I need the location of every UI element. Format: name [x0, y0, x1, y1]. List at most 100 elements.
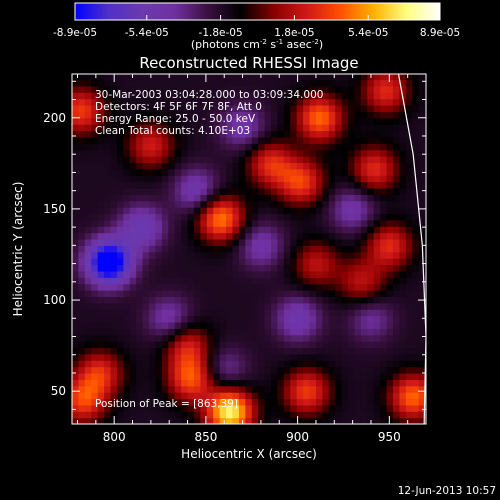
heatmap-cell [328, 398, 336, 406]
x-tick-label: 950 [378, 430, 401, 444]
heatmap-cell [232, 79, 240, 87]
heatmap-cell [328, 360, 336, 368]
heatmap-cell [72, 379, 80, 387]
heatmap-cell [136, 194, 144, 202]
heatmap-cell [181, 302, 189, 310]
heatmap-cell [206, 392, 214, 400]
heatmap-cell [341, 124, 349, 132]
heatmap-cell [206, 366, 214, 374]
heatmap-cell [91, 417, 99, 424]
heatmap-cell [399, 315, 407, 323]
heatmap-cell [161, 226, 169, 234]
heatmap-cell [200, 181, 208, 189]
heatmap-cell [129, 111, 137, 119]
heatmap-cell [149, 341, 157, 349]
heatmap-cell [104, 328, 112, 336]
heatmap-cell [341, 258, 349, 266]
heatmap-cell [174, 85, 182, 93]
heatmap-cell [155, 207, 163, 215]
heatmap-cell [258, 130, 266, 138]
heatmap-cell [399, 334, 407, 342]
heatmap-cell [277, 207, 285, 215]
heatmap-cell [322, 334, 330, 342]
heatmap-cell [110, 156, 118, 164]
heatmap-cell [193, 341, 201, 349]
heatmap-cell [187, 411, 195, 419]
heatmap-cell [309, 92, 317, 100]
heatmap-cell [245, 290, 253, 297]
heatmap-cell [219, 232, 227, 240]
heatmap-cell [392, 315, 401, 323]
heatmap-cell [290, 168, 298, 176]
heatmap-cell [193, 411, 201, 419]
heatmap-cell [174, 392, 182, 400]
heatmap-cell [258, 136, 266, 144]
heatmap-cell [187, 149, 195, 157]
heatmap-cell [181, 238, 189, 246]
heatmap-cell [84, 194, 92, 202]
heatmap-cell [354, 315, 362, 323]
heatmap-cell [97, 98, 105, 106]
heatmap-cell [110, 226, 118, 234]
heatmap-cell [181, 200, 189, 208]
heatmap-cell [348, 283, 356, 291]
heatmap-cell [136, 213, 144, 221]
heatmap-cell [206, 124, 214, 132]
heatmap-cell [142, 372, 150, 380]
heatmap-cell [335, 74, 343, 81]
heatmap-cell [72, 360, 80, 368]
heatmap-cell [380, 130, 388, 138]
heatmap-cell [373, 175, 381, 183]
heatmap-cell [226, 187, 234, 195]
heatmap-cell [348, 245, 356, 253]
heatmap-cell [149, 238, 157, 246]
heatmap-cell [155, 264, 163, 272]
heatmap-cell [315, 136, 323, 144]
heatmap-cell [168, 385, 176, 393]
heatmap-cell [72, 124, 80, 132]
heatmap-cell [155, 162, 163, 170]
heatmap-cell [283, 130, 291, 138]
heatmap-cell [392, 232, 401, 240]
heatmap-cell [309, 398, 317, 406]
heatmap-cell [399, 398, 407, 406]
heatmap-cell [283, 143, 291, 151]
heatmap-cell [348, 347, 356, 355]
heatmap-cell [322, 366, 330, 374]
heatmap-cell [341, 85, 349, 93]
heatmap-cell [258, 385, 266, 393]
heatmap-cell [296, 315, 304, 323]
heatmap-cell [290, 111, 298, 119]
heatmap-cell [219, 258, 227, 266]
heatmap-cell [142, 296, 150, 304]
heatmap-cell [367, 238, 375, 246]
heatmap-cell [309, 283, 317, 291]
heatmap-cell [322, 277, 330, 285]
heatmap-cell [258, 149, 266, 157]
heatmap-cell [418, 321, 426, 329]
heatmap-cell [392, 258, 401, 266]
heatmap-cell [309, 366, 317, 374]
heatmap-cell [405, 379, 413, 387]
heatmap-cell [283, 232, 291, 240]
heatmap-cell [91, 124, 99, 132]
heatmap-cell [149, 79, 157, 87]
heatmap-cell [72, 117, 80, 125]
heatmap-cell [348, 360, 356, 368]
heatmap-cell [348, 213, 356, 221]
heatmap-cell [193, 92, 201, 100]
heatmap-cell [271, 85, 279, 93]
heatmap-cell [251, 104, 259, 112]
heatmap-cell [348, 321, 356, 329]
heatmap-cell [181, 258, 189, 266]
heatmap-cell [97, 270, 105, 278]
heatmap-cell [116, 219, 124, 227]
heatmap-cell [412, 149, 420, 157]
heatmap-cell [386, 245, 394, 253]
heatmap-cell [72, 270, 80, 278]
heatmap-cell [264, 264, 272, 272]
heatmap-cell [136, 411, 144, 419]
heatmap-cell [116, 98, 124, 106]
heatmap-cell [399, 341, 407, 349]
heatmap-cell [309, 296, 317, 304]
